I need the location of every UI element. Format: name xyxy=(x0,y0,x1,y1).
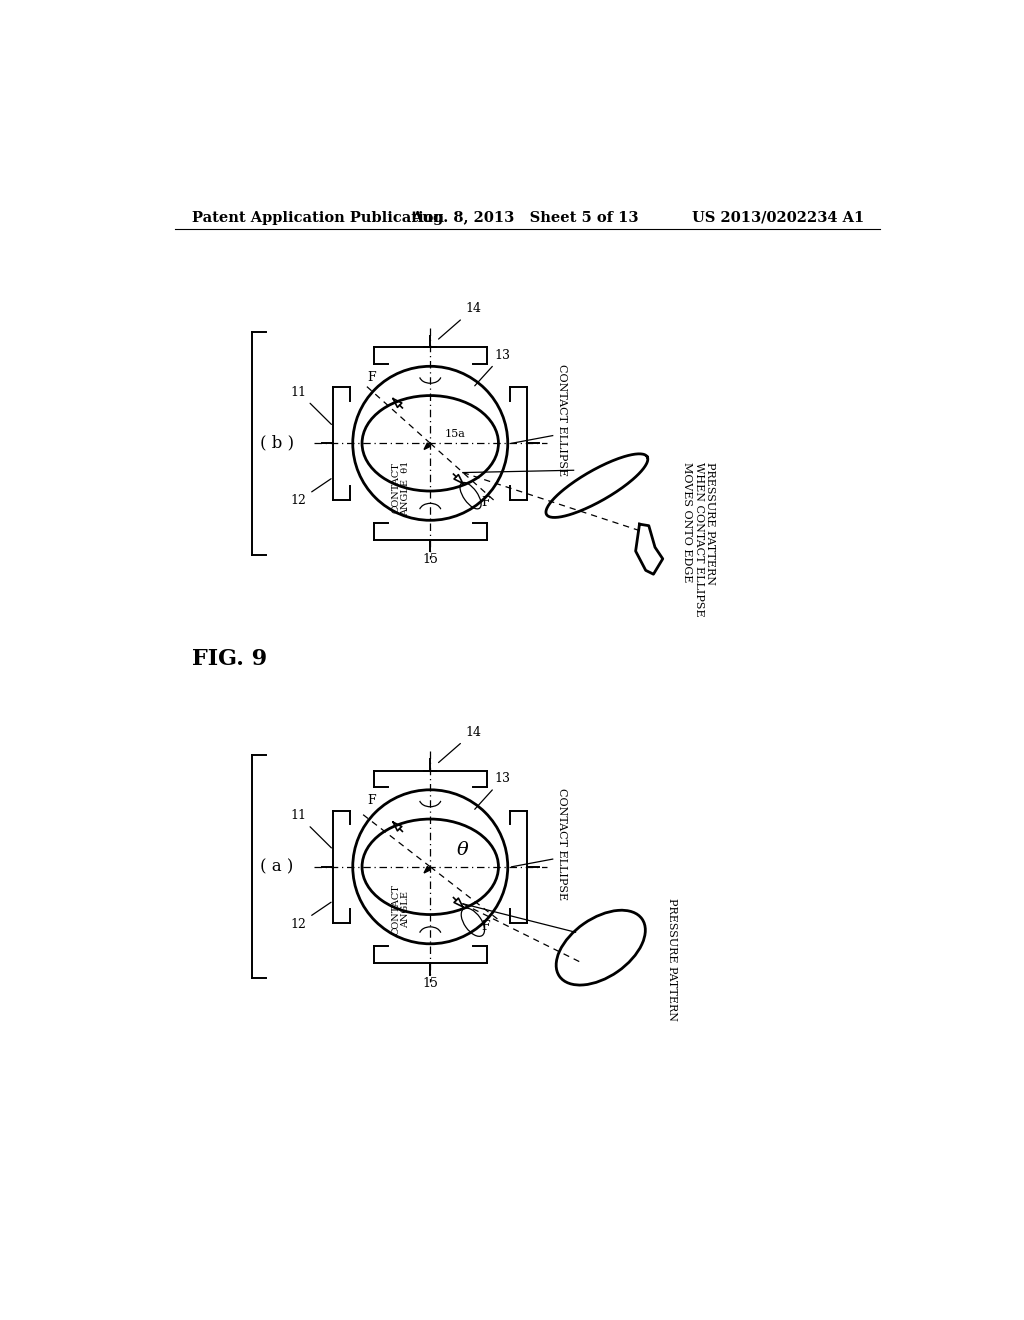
Text: 11: 11 xyxy=(291,385,332,425)
Polygon shape xyxy=(424,866,431,873)
Text: Aug. 8, 2013   Sheet 5 of 13: Aug. 8, 2013 Sheet 5 of 13 xyxy=(411,211,639,224)
Text: ( a ): ( a ) xyxy=(260,858,293,875)
Text: 12: 12 xyxy=(291,479,331,507)
Text: CONTACT
ANGLE  θ1: CONTACT ANGLE θ1 xyxy=(391,461,411,516)
Text: 11: 11 xyxy=(291,809,332,847)
Text: US 2013/0202234 A1: US 2013/0202234 A1 xyxy=(692,211,864,224)
Text: CONTACT ELLIPSE: CONTACT ELLIPSE xyxy=(557,364,566,477)
Text: 12: 12 xyxy=(291,903,331,931)
Text: F: F xyxy=(481,920,490,933)
Text: F: F xyxy=(481,496,490,510)
Text: θ: θ xyxy=(457,841,469,859)
Text: FIG. 9: FIG. 9 xyxy=(191,648,266,671)
Text: 13: 13 xyxy=(475,772,511,809)
Polygon shape xyxy=(424,444,431,449)
Text: 13: 13 xyxy=(475,348,511,385)
Text: 14: 14 xyxy=(438,726,481,763)
Text: ( b ): ( b ) xyxy=(260,434,294,451)
Text: CONTACT
ANGLE: CONTACT ANGLE xyxy=(391,884,411,935)
Text: Patent Application Publication: Patent Application Publication xyxy=(191,211,443,224)
Text: 15a: 15a xyxy=(444,429,465,440)
Text: 15: 15 xyxy=(422,553,438,566)
Text: CONTACT ELLIPSE: CONTACT ELLIPSE xyxy=(557,788,566,900)
Text: 14: 14 xyxy=(438,302,481,339)
Text: PRESSURE PATTERN: PRESSURE PATTERN xyxy=(667,898,677,1020)
Text: F: F xyxy=(367,371,376,384)
Text: F: F xyxy=(367,795,376,807)
Text: 15: 15 xyxy=(422,977,438,990)
Text: PRESSURE PATTERN
WHEN CONTACT ELLIPSE
MOVES ONTO EDGE: PRESSURE PATTERN WHEN CONTACT ELLIPSE MO… xyxy=(682,462,716,616)
